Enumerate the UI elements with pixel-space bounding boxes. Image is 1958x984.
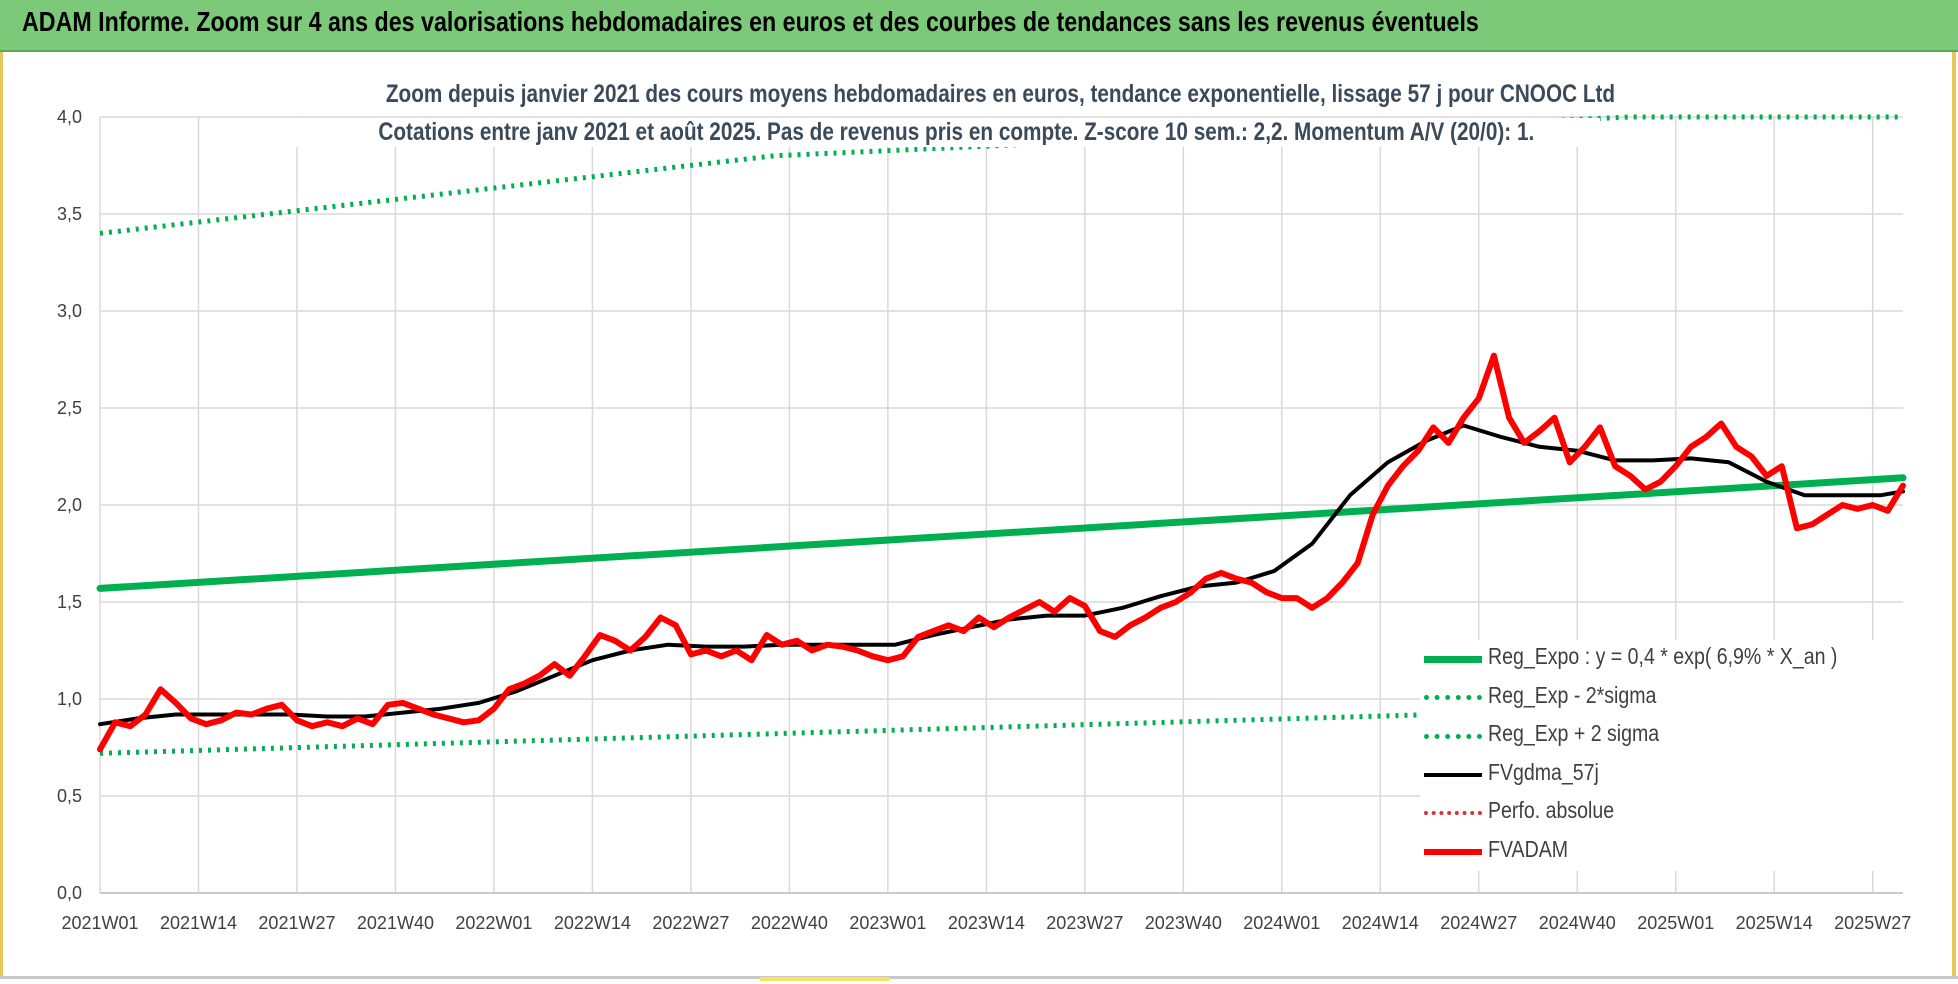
chart-title: Zoom depuis janvier 2021 des cours moyen… — [260, 80, 1615, 109]
series-line-reg-expo-y-0-4-exp-6-9-x-an — [96, 474, 1907, 592]
legend-swatch — [1424, 772, 1482, 777]
legend-label: Reg_Exp + 2 sigma — [1488, 720, 1660, 746]
x-tick-label: 2021W14 — [160, 913, 237, 933]
x-tick-label: 2025W01 — [1637, 913, 1714, 933]
legend-label: FVADAM — [1488, 835, 1569, 862]
line-chart: 0,0 0,5 1,0 1,5 2,0 2,5 3,0 3,5 4,0 2021W01 2021W1… — [57, 107, 1911, 933]
y-tick-label: 2,5 — [57, 398, 82, 418]
chart-subtitle-text: Cotations entre janv 2021 et août 2025. … — [378, 118, 1535, 146]
legend-swatch — [1424, 733, 1482, 739]
legend-item: Perfo. absolue — [1420, 794, 1920, 833]
y-tick-label: 1,5 — [57, 592, 82, 612]
legend-item: Reg_Exp + 2 sigma — [1420, 717, 1920, 756]
legend-swatch — [1424, 655, 1482, 663]
legend-label: Reg_Exp - 2*sigma — [1488, 681, 1657, 708]
chart-title-text: Zoom depuis janvier 2021 des cours moyen… — [385, 80, 1616, 108]
x-tick-label: 2023W40 — [1145, 913, 1222, 933]
y-tick-label: 3,5 — [57, 204, 82, 224]
frame-left-border — [0, 52, 3, 977]
x-tick-label: 2023W27 — [1046, 913, 1123, 933]
x-tick-label: 2024W14 — [1342, 913, 1419, 933]
legend-label: Perfo. absolue — [1488, 797, 1615, 823]
x-tick-label: 2024W40 — [1539, 913, 1616, 933]
chart-area: 0,0 0,5 1,0 1,5 2,0 2,5 3,0 3,5 4,0 2021W01 2021W1… — [0, 52, 1958, 984]
x-tick-label: 2021W01 — [61, 913, 138, 933]
chart-subtitle: Cotations entre janv 2021 et août 2025. … — [260, 118, 1600, 147]
legend-swatch — [1424, 848, 1482, 855]
y-tick-label: 0,0 — [57, 883, 82, 903]
chart-legend: Reg_Expo : y = 0,4 * exp( 6,9% * X_an ) R… — [1420, 640, 1920, 871]
y-tick-label: 3,0 — [57, 301, 82, 321]
x-tick-label: 2022W01 — [455, 913, 532, 933]
y-tick-label: 0,5 — [57, 786, 82, 806]
x-tick-label: 2022W14 — [554, 913, 631, 933]
x-tick-label: 2023W01 — [849, 913, 926, 933]
x-tick-label: 2021W40 — [357, 913, 434, 933]
banner-title: ADAM Informe. Zoom sur 4 ans des valoris… — [22, 6, 1479, 37]
legend-item: FVgdma_57j — [1420, 756, 1920, 795]
x-tick-label: 2022W27 — [652, 913, 729, 933]
x-tick-label: 2022W40 — [751, 913, 828, 933]
y-tick-label: 4,0 — [57, 107, 82, 127]
legend-swatch — [1424, 695, 1482, 700]
frame-right-border — [1952, 52, 1956, 977]
x-tick-label: 2024W01 — [1243, 913, 1320, 933]
banner: ADAM Informe. Zoom sur 4 ans des valoris… — [0, 0, 1958, 52]
x-tick-label: 2024W27 — [1440, 913, 1517, 933]
legend-label: Reg_Expo : y = 0,4 * exp( 6,9% * X_an ) — [1488, 643, 1838, 669]
y-tick-label: 2,0 — [57, 495, 82, 515]
x-tick-label: 2025W27 — [1834, 913, 1911, 933]
legend-swatch — [1424, 811, 1482, 815]
x-tick-label: 2025W14 — [1736, 913, 1813, 933]
x-tick-label: 2023W14 — [948, 913, 1025, 933]
series-line-fvadam — [97, 352, 1906, 753]
legend-item: Reg_Exp - 2*sigma — [1420, 679, 1920, 718]
frame-bottom-border — [0, 976, 1958, 979]
frame-bottom-marker — [760, 977, 890, 981]
legend-label: FVgdma_57j — [1488, 758, 1599, 785]
y-tick-label: 1,0 — [57, 689, 82, 709]
legend-item: Reg_Expo : y = 0,4 * exp( 6,9% * X_an ) — [1420, 640, 1920, 679]
legend-item: FVADAM — [1420, 833, 1920, 872]
x-tick-label: 2021W27 — [258, 913, 335, 933]
